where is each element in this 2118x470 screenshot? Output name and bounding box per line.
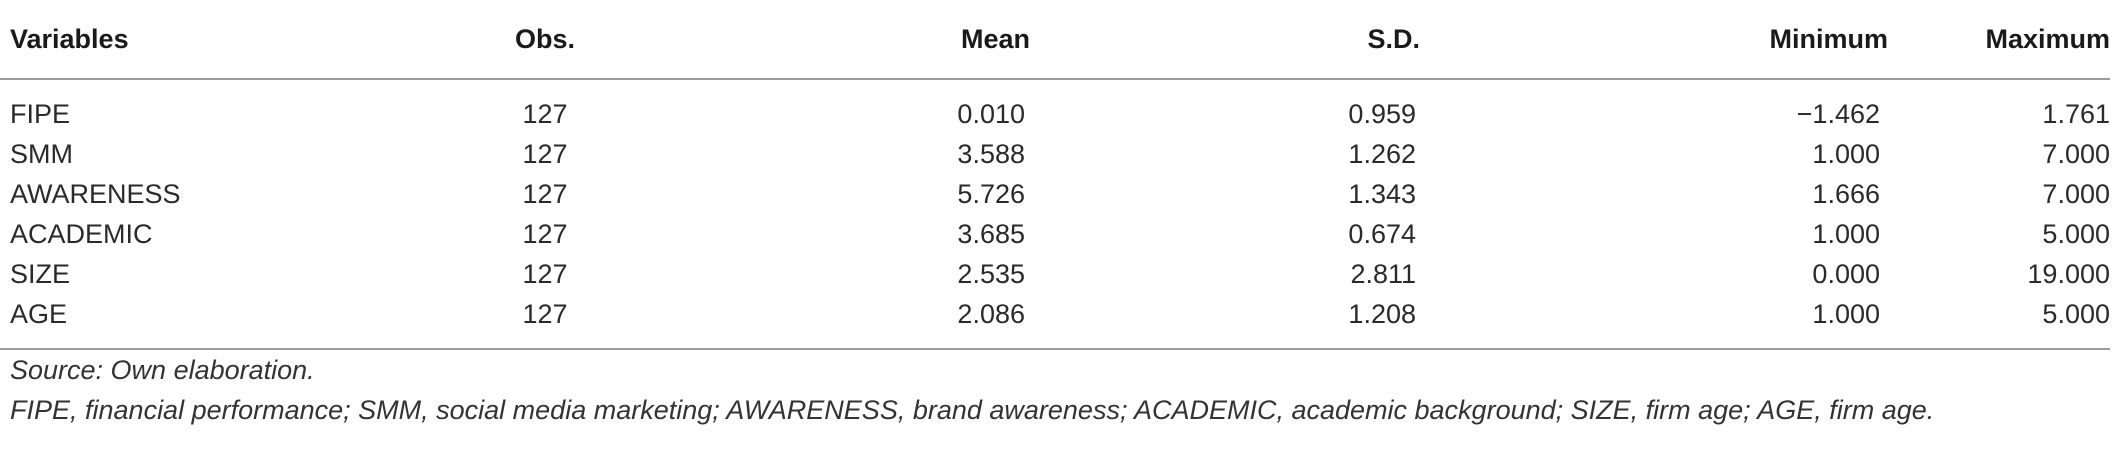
cell-obs: 127 <box>522 98 568 129</box>
cell-minimum: 1.666 <box>1812 178 1880 209</box>
cell-maximum: 7.000 <box>2042 138 2110 169</box>
cell-variable: AGE <box>10 298 68 329</box>
cell-sd: 0.674 <box>1348 218 1416 249</box>
column-header-maximum: Maximum <box>1985 23 2110 54</box>
cell-mean: 3.685 <box>957 218 1025 249</box>
descriptive-statistics-table-container: Variables Obs. Mean S.D. Minimum Maximum… <box>0 0 2110 349</box>
cell-obs: 127 <box>522 218 568 249</box>
cell-sd: 1.262 <box>1348 138 1416 169</box>
cell-mean: 0.010 <box>957 98 1025 129</box>
table-row: AGE 127 2.086 1.208 1.000 5.000 <box>0 294 2110 349</box>
cell-maximum: 5.000 <box>2042 298 2110 329</box>
cell-mean: 2.086 <box>957 298 1025 329</box>
column-header-variables: Variables <box>10 23 129 54</box>
cell-minimum: 0.000 <box>1812 258 1880 289</box>
cell-mean: 2.535 <box>957 258 1025 289</box>
cell-minimum: 1.000 <box>1812 138 1880 169</box>
source-note: Source: Own elaboration. <box>10 355 315 385</box>
cell-variable: FIPE <box>10 98 71 129</box>
column-header-obs: Obs. <box>514 23 575 54</box>
cell-obs: 127 <box>522 298 568 329</box>
cell-sd: 2.811 <box>1350 258 1416 289</box>
cell-obs: 127 <box>522 178 568 209</box>
cell-sd: 1.208 <box>1348 298 1416 329</box>
descriptive-statistics-table: Variables Obs. Mean S.D. Minimum Maximum… <box>0 0 2110 349</box>
table-row: SIZE 127 2.535 2.811 0.000 19.000 <box>0 254 2110 294</box>
cell-obs: 127 <box>522 138 568 169</box>
cell-variable: SIZE <box>10 258 71 289</box>
table-row: SMM 127 3.588 1.262 1.000 7.000 <box>0 134 2110 174</box>
table-row: FIPE 127 0.010 0.959 −1.462 1.761 <box>0 79 2110 134</box>
table-header-row: Variables Obs. Mean S.D. Minimum Maximum <box>0 0 2110 79</box>
cell-variable: AWARENESS <box>10 178 181 209</box>
cell-variable: SMM <box>10 138 73 169</box>
cell-minimum: −1.462 <box>1796 98 1880 129</box>
abbreviations-note: FIPE, financial performance; SMM, social… <box>10 395 1935 425</box>
cell-maximum: 1.761 <box>2042 98 2110 129</box>
column-header-minimum: Minimum <box>1769 23 1889 54</box>
table-row: AWARENESS 127 5.726 1.343 1.666 7.000 <box>0 174 2110 214</box>
cell-minimum: 1.000 <box>1812 298 1880 329</box>
column-header-mean: Mean <box>960 23 1030 54</box>
cell-sd: 1.343 <box>1348 178 1416 209</box>
cell-variable: ACADEMIC <box>10 218 153 249</box>
table-notes: Source: Own elaboration. FIPE, financial… <box>10 350 1934 430</box>
cell-mean: 3.588 <box>957 138 1025 169</box>
cell-obs: 127 <box>522 258 568 289</box>
table-row: ACADEMIC 127 3.685 0.674 1.000 5.000 <box>0 214 2110 254</box>
column-header-sd: S.D. <box>1367 23 1420 54</box>
cell-maximum: 7.000 <box>2042 178 2110 209</box>
cell-sd: 0.959 <box>1348 98 1416 129</box>
cell-maximum: 5.000 <box>2042 218 2110 249</box>
cell-mean: 5.726 <box>957 178 1025 209</box>
cell-maximum: 19.000 <box>2027 258 2110 289</box>
cell-minimum: 1.000 <box>1812 218 1880 249</box>
